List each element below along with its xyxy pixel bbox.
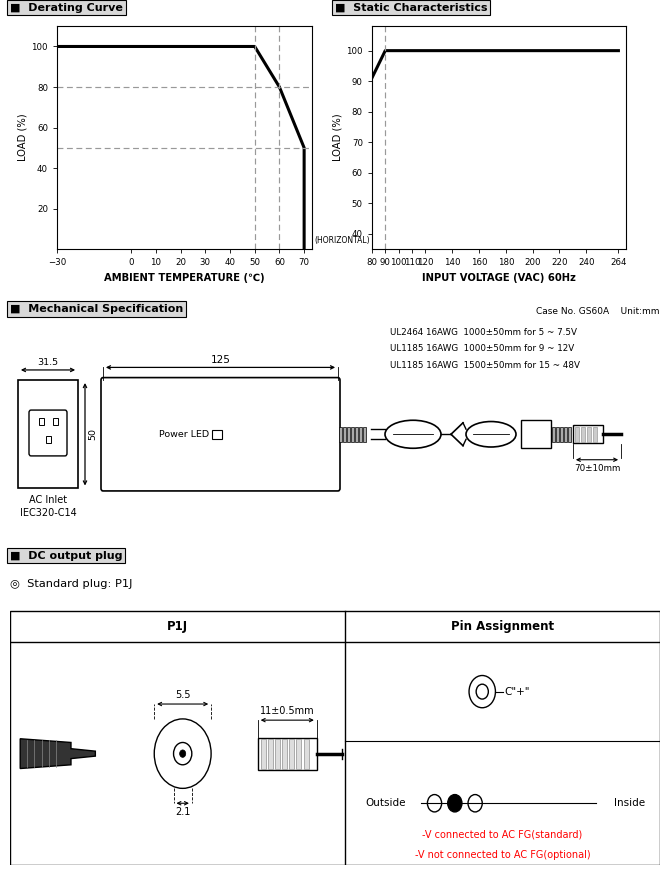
Bar xyxy=(258,738,317,770)
Bar xyxy=(568,427,571,442)
Bar xyxy=(564,427,567,442)
X-axis label: AMBIENT TEMPERATURE (℃): AMBIENT TEMPERATURE (℃) xyxy=(104,273,265,282)
Text: ■  Derating Curve: ■ Derating Curve xyxy=(10,3,123,12)
Text: 70±10mm: 70±10mm xyxy=(574,463,620,473)
Bar xyxy=(575,427,579,442)
Circle shape xyxy=(469,676,495,708)
Bar xyxy=(339,427,342,442)
Bar xyxy=(573,426,603,443)
Text: Power LED: Power LED xyxy=(159,430,209,439)
Bar xyxy=(581,427,585,442)
Bar xyxy=(587,427,591,442)
Circle shape xyxy=(154,719,211,788)
Ellipse shape xyxy=(385,420,441,448)
Text: C"+": C"+" xyxy=(505,687,530,697)
Bar xyxy=(282,739,287,768)
Text: 31.5: 31.5 xyxy=(38,358,58,367)
Circle shape xyxy=(468,794,482,812)
Bar xyxy=(38,418,44,426)
Circle shape xyxy=(180,750,186,758)
Text: P1J: P1J xyxy=(167,620,188,633)
Polygon shape xyxy=(20,739,95,768)
Text: ■  Mechanical Specification: ■ Mechanical Specification xyxy=(10,304,184,314)
Bar xyxy=(363,427,366,442)
Text: AC Inlet
IEC320-C14: AC Inlet IEC320-C14 xyxy=(19,495,76,518)
Text: 11±0.5mm: 11±0.5mm xyxy=(260,706,315,717)
Circle shape xyxy=(174,743,192,765)
Text: Outside: Outside xyxy=(365,798,406,808)
Ellipse shape xyxy=(466,421,516,447)
Text: 50: 50 xyxy=(88,428,97,440)
Bar xyxy=(560,427,563,442)
Bar xyxy=(359,427,362,442)
Bar xyxy=(46,435,50,443)
Text: 125: 125 xyxy=(210,355,230,364)
Text: -V connected to AC FG(standard): -V connected to AC FG(standard) xyxy=(422,829,583,839)
Text: UL2464 16AWG  1000±50mm for 5 ~ 7.5V: UL2464 16AWG 1000±50mm for 5 ~ 7.5V xyxy=(390,328,577,336)
Text: Case No. GS60A    Unit:mm: Case No. GS60A Unit:mm xyxy=(537,307,660,316)
Bar xyxy=(343,427,346,442)
Text: (HORIZONTAL): (HORIZONTAL) xyxy=(314,236,370,245)
Bar xyxy=(18,380,78,489)
Bar xyxy=(212,430,222,439)
Text: UL1185 16AWG  1000±50mm for 9 ~ 12V: UL1185 16AWG 1000±50mm for 9 ~ 12V xyxy=(390,344,574,353)
X-axis label: INPUT VOLTAGE (VAC) 60Hz: INPUT VOLTAGE (VAC) 60Hz xyxy=(422,273,576,282)
Bar xyxy=(304,739,309,768)
Circle shape xyxy=(448,794,462,812)
FancyBboxPatch shape xyxy=(29,410,67,456)
Bar xyxy=(289,739,294,768)
Bar xyxy=(275,739,280,768)
Circle shape xyxy=(476,684,488,699)
Text: -V not connected to AC FG(optional): -V not connected to AC FG(optional) xyxy=(415,850,590,860)
Bar xyxy=(556,427,559,442)
Bar xyxy=(355,427,358,442)
Text: UL1185 16AWG  1500±50mm for 15 ~ 48V: UL1185 16AWG 1500±50mm for 15 ~ 48V xyxy=(390,361,580,370)
Bar xyxy=(351,427,354,442)
Bar xyxy=(593,427,597,442)
Bar xyxy=(296,739,302,768)
Y-axis label: LOAD (%): LOAD (%) xyxy=(17,114,27,162)
FancyBboxPatch shape xyxy=(101,378,340,491)
Text: Pin Assignment: Pin Assignment xyxy=(451,620,554,633)
Bar xyxy=(347,427,350,442)
Text: Inside: Inside xyxy=(614,798,645,808)
Bar xyxy=(261,739,266,768)
Text: 5.5: 5.5 xyxy=(175,690,190,700)
Text: ■  Static Characteristics: ■ Static Characteristics xyxy=(335,3,488,12)
Y-axis label: LOAD (%): LOAD (%) xyxy=(332,114,342,162)
Bar xyxy=(552,427,555,442)
Bar xyxy=(521,420,551,448)
Bar xyxy=(52,418,58,426)
Circle shape xyxy=(427,794,442,812)
Bar xyxy=(268,739,273,768)
Text: ◎  Standard plug: P1J: ◎ Standard plug: P1J xyxy=(10,579,133,589)
Text: ■  DC output plug: ■ DC output plug xyxy=(10,551,123,560)
Text: 2.1: 2.1 xyxy=(175,807,190,817)
